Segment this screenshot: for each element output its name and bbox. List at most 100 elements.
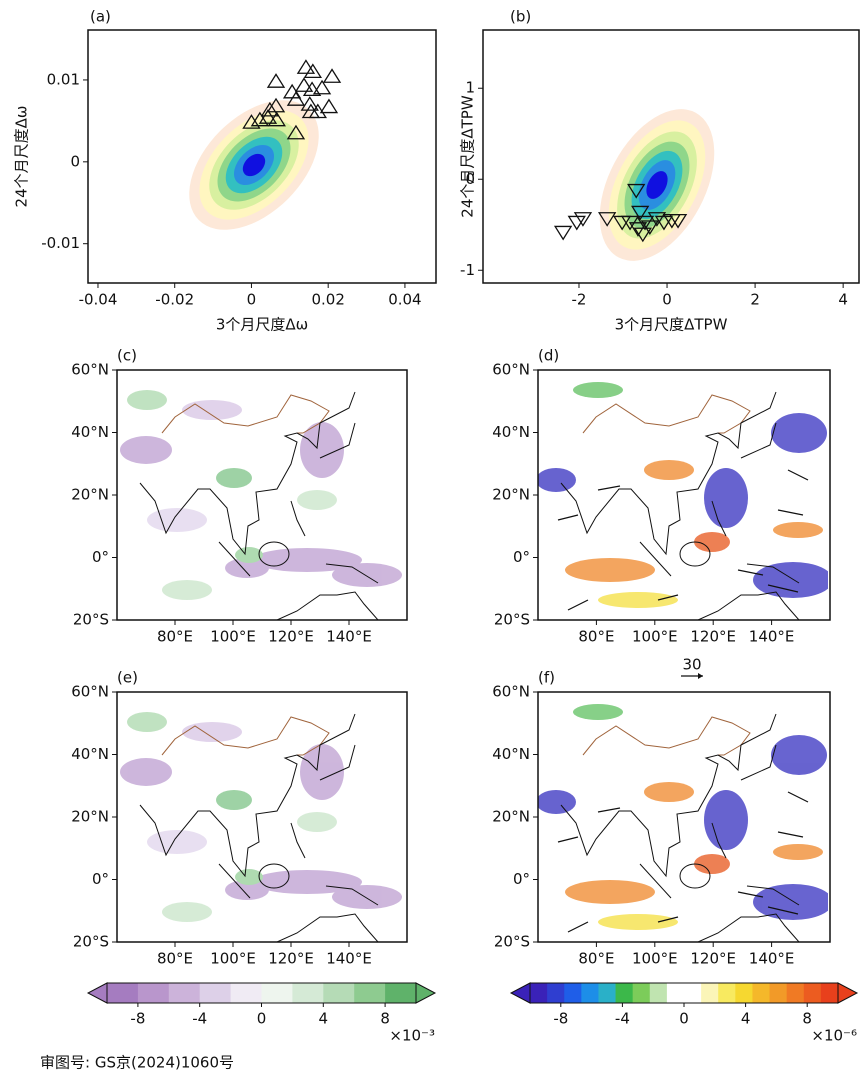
scatter-point <box>250 111 270 127</box>
colorbar-tick-label: 4 <box>319 1010 329 1028</box>
y-tick-label: -0.01 <box>41 234 80 252</box>
x-tick-label: 80°E <box>157 950 193 968</box>
y-tick-label: 0 <box>70 152 80 170</box>
y-tick-label: 0° <box>92 548 109 566</box>
x-tick-label: 140°E <box>326 950 372 968</box>
y-tick-label: 20°N <box>492 486 530 504</box>
colorbar-scale-label: ×10⁻⁶ <box>811 1027 857 1045</box>
panel-title: (a) <box>90 8 111 26</box>
plot-frame <box>116 691 408 943</box>
scatter-point <box>631 205 650 221</box>
x-tick-label: 100°E <box>210 950 256 968</box>
plot-frame <box>537 691 831 943</box>
scatter-point <box>294 77 314 92</box>
scatter-point <box>573 212 593 227</box>
colorbar-tick-label: 0 <box>679 1010 689 1028</box>
scatter-point <box>633 227 652 243</box>
y-tick-label: 60°N <box>492 683 530 701</box>
scatter-point <box>647 212 667 227</box>
colorbar-tick-label: -8 <box>553 1010 568 1028</box>
x-tick-label: -0.02 <box>155 291 194 309</box>
x-tick-label: 0 <box>662 291 672 309</box>
scatter-point <box>300 96 319 111</box>
colorbar-segment <box>292 983 324 1003</box>
colorbar-segment <box>199 983 232 1003</box>
y-tick-label: 0.01 <box>47 70 80 88</box>
map-field <box>536 382 833 620</box>
colorbar-segment <box>803 983 822 1003</box>
density-b <box>599 109 715 261</box>
x-tick-label: -0.04 <box>79 291 118 309</box>
panel-title: (d) <box>538 347 559 365</box>
x-tick-label: 140°E <box>749 628 795 646</box>
colorbar-segment <box>752 983 771 1003</box>
y-tick-label: 60°N <box>492 361 530 379</box>
scatter-point <box>296 59 316 74</box>
x-tick-label: 2 <box>750 291 760 309</box>
y-tick-label: 20°N <box>71 808 109 826</box>
scatter-point <box>301 103 321 119</box>
panel-title: (c) <box>117 347 137 365</box>
x-tick-label: 0.02 <box>311 291 344 309</box>
scatter-point <box>266 73 286 88</box>
colorbar-segment <box>261 983 293 1003</box>
scatter-point <box>628 222 648 237</box>
x-tick-label: -2 <box>571 291 586 309</box>
colorbar-segment <box>820 983 839 1003</box>
y-axis-label: 24个月尺度ΔTPW <box>459 95 477 218</box>
y-tick-label: 40°N <box>492 423 530 441</box>
scatter-point <box>319 98 339 114</box>
scatter-point <box>597 212 617 227</box>
x-tick-label: 140°E <box>326 628 372 646</box>
scatter-point <box>312 79 332 95</box>
y-tick-label: -1 <box>460 261 475 279</box>
colorbar-extend <box>509 982 531 1004</box>
y-axis-label: 24个月尺度Δω <box>13 106 31 208</box>
x-tick-label: 0.04 <box>388 291 421 309</box>
panel-title: (f) <box>538 669 555 687</box>
map-field <box>120 390 402 620</box>
x-axis-label: 3个月尺度Δω <box>216 316 308 334</box>
y-tick-label: 20°N <box>492 808 530 826</box>
colorbar-segment <box>649 983 668 1003</box>
scatter-point <box>668 213 688 229</box>
scatter-point <box>260 101 280 117</box>
x-tick-label: 100°E <box>210 628 256 646</box>
colorbar-extend <box>837 982 859 1004</box>
colorbar-segment <box>735 983 753 1003</box>
scatter-point <box>267 111 286 127</box>
scatter-point <box>242 114 261 129</box>
scatter-point <box>654 215 674 231</box>
y-tick-label: 20°S <box>73 611 109 629</box>
colorbar-extend <box>415 982 437 1004</box>
colorbar-segment <box>718 983 736 1003</box>
colorbar-segment <box>354 983 386 1003</box>
x-tick-label: 0 <box>247 291 257 309</box>
y-tick-label: 0° <box>513 548 530 566</box>
colorbar-segment <box>769 983 788 1003</box>
y-tick-label: 20°N <box>71 486 109 504</box>
colorbar-tick-label: 8 <box>802 1010 812 1028</box>
x-tick-label: 80°E <box>578 628 614 646</box>
scatter-point <box>322 68 342 83</box>
colorbar-segment <box>701 983 719 1003</box>
x-tick-label: 100°E <box>632 628 678 646</box>
y-tick-label: 20°S <box>494 933 530 951</box>
y-tick-label: 40°N <box>71 745 109 763</box>
y-tick-label: 1 <box>465 79 475 97</box>
colorbar-tick-label: 4 <box>741 1010 751 1028</box>
y-tick-label: 0 <box>465 170 475 188</box>
scatter-point <box>627 183 646 199</box>
plot-frame <box>87 29 437 284</box>
colorbar-tick-label: -4 <box>192 1010 207 1028</box>
colorbar-tick-label: 0 <box>257 1010 267 1028</box>
colorbar-segment <box>168 983 201 1003</box>
colorbar-segment <box>632 983 651 1003</box>
panel-title: (e) <box>117 669 138 687</box>
x-tick-label: 120°E <box>268 628 314 646</box>
scatter-point <box>302 81 322 97</box>
y-tick-label: 0° <box>513 870 530 888</box>
x-tick-label: 120°E <box>690 950 736 968</box>
y-tick-label: 60°N <box>71 683 109 701</box>
